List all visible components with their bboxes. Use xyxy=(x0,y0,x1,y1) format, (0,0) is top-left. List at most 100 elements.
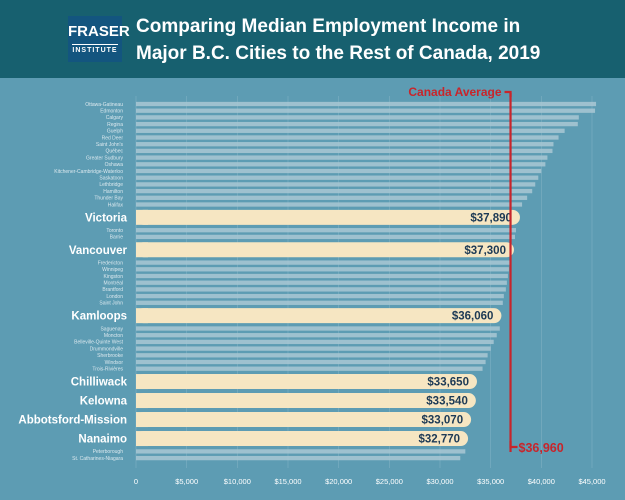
bar-kamloops xyxy=(136,308,502,324)
city-label-belleville-quinte-west: Belleville-Quinte West xyxy=(74,340,123,346)
x-tick-label: $35,000 xyxy=(477,477,504,486)
city-label-peterborough: Peterborough xyxy=(93,449,124,455)
city-label-sherbrooke: Sherbrooke xyxy=(97,353,123,359)
bar-halifax xyxy=(136,202,523,207)
bar-oshawa xyxy=(136,162,546,167)
bar-belleville-quinte-west xyxy=(136,339,494,345)
city-label-ottawa-gatineau: Ottawa-Gatineau xyxy=(85,102,123,108)
city-label-moncton: Moncton xyxy=(104,333,123,339)
city-label-kamloops: Kamloops xyxy=(71,311,127,323)
city-label-saguenay: Saguenay xyxy=(100,326,123,332)
bar-toronto xyxy=(136,228,516,233)
city-label-saint-john: Saint John xyxy=(99,301,123,307)
bar-kelowna xyxy=(136,393,476,409)
city-label-hamilton: Hamilton xyxy=(103,189,123,195)
bar-vancouver xyxy=(136,242,514,258)
bar-saguenay xyxy=(136,326,500,331)
bar-ottawa-gatineau xyxy=(136,101,597,107)
bar-fredericton xyxy=(136,260,511,265)
bar-nanaimo-base xyxy=(136,431,148,447)
value-label-kelowna: $33,540 xyxy=(426,396,468,408)
value-label-kamloops: $36,060 xyxy=(452,311,494,323)
city-label-trois-rivi-res: Trois-Rivières xyxy=(92,367,123,373)
value-label-abbotsford-mission: $33,070 xyxy=(422,415,464,427)
x-tick-label: $20,000 xyxy=(325,477,352,486)
city-label-barrie: Barrie xyxy=(110,235,124,241)
logo-text-fraser: FRASER xyxy=(68,23,130,40)
city-label-edmonton: Edmonton xyxy=(100,109,123,115)
city-label-toronto: Toronto xyxy=(106,228,123,234)
value-label-vancouver: $37,300 xyxy=(464,245,506,257)
city-label-london: London xyxy=(106,294,123,300)
city-label-kelowna: Kelowna xyxy=(80,396,128,408)
bar-trois-rivi-res xyxy=(136,366,483,371)
bar-thunder-bay xyxy=(136,195,528,200)
bar-edmonton xyxy=(136,108,596,113)
canada-average-label: Canada Average xyxy=(408,85,501,99)
city-label-st-catharines-niagara: St. Catharines-Niagara xyxy=(72,456,123,462)
city-label-drummondville: Drummondville xyxy=(90,346,124,352)
bar-drummondville xyxy=(136,346,491,351)
value-label-nanaimo: $32,770 xyxy=(418,434,460,446)
chart-title-line-1: Comparing Median Employment Income in xyxy=(136,16,521,37)
bar-kamloops-base xyxy=(136,308,148,324)
bar-chilliwack xyxy=(136,374,477,390)
city-label-lethbridge: Lethbridge xyxy=(99,182,123,188)
x-tick-label: 0 xyxy=(134,477,138,486)
city-label-guelph: Guelph xyxy=(107,129,123,135)
bar-lethbridge xyxy=(136,182,536,187)
x-tick-label: $10,000 xyxy=(224,477,251,486)
logo-text-institute: INSTITUTE xyxy=(72,44,118,54)
city-label-windsor: Windsor xyxy=(105,360,124,366)
bar-kitchener-cambridge-waterloo xyxy=(136,168,542,174)
city-label-fredericton: Fredericton xyxy=(98,260,124,266)
city-label-thunder-bay: Thunder Bay xyxy=(94,196,123,202)
income-bar-chart: Ottawa-GatineauEdmontonCalgaryReginaGuel… xyxy=(18,85,605,486)
city-label-nanaimo: Nanaimo xyxy=(78,434,127,446)
bar-abbotsford-mission xyxy=(136,412,472,428)
bar-winnipeg xyxy=(136,267,509,272)
city-label-halifax: Halifax xyxy=(108,202,124,208)
city-label-calgary: Calgary xyxy=(106,115,124,121)
x-tick-label: $40,000 xyxy=(528,477,555,486)
bar-moncton xyxy=(136,333,497,338)
bar-peterborough xyxy=(136,449,466,454)
x-tick-label: $25,000 xyxy=(376,477,403,486)
bar-victoria-base xyxy=(136,209,148,225)
x-tick-label: $45,000 xyxy=(578,477,605,486)
city-label-red-deer: Red Deer xyxy=(102,135,124,141)
bar-brantford xyxy=(136,287,506,292)
bar-kingston xyxy=(136,273,508,279)
x-tick-label: $30,000 xyxy=(426,477,453,486)
bar-barrie xyxy=(136,234,515,240)
city-label-kitchener-cambridge-waterloo: Kitchener-Cambridge-Waterloo xyxy=(54,169,123,175)
city-label-greater-sudbury: Greater Sudbury xyxy=(86,155,123,161)
canada-average-line-foot xyxy=(509,441,518,449)
x-tick-label: $15,000 xyxy=(274,477,301,486)
bar-kelowna-base xyxy=(136,393,148,409)
bar-hamilton xyxy=(136,188,533,194)
bar-saint-john-s xyxy=(136,142,554,147)
bar-greater-sudbury xyxy=(136,155,548,160)
city-label-montr-al: Montréal xyxy=(104,281,123,287)
bar-st-catharines-niagara xyxy=(136,455,461,461)
bar-sherbrooke xyxy=(136,353,488,358)
city-label-saint-john-s: Saint John's xyxy=(96,142,124,148)
bar-vancouver-base xyxy=(136,242,148,258)
value-label-chilliwack: $33,650 xyxy=(427,377,469,389)
city-label-oshawa: Oshawa xyxy=(105,162,124,168)
bar-victoria xyxy=(136,209,520,225)
header-banner: FRASER INSTITUTE Comparing Median Employ… xyxy=(0,0,625,78)
bar-abbotsford-mission-base xyxy=(136,412,148,428)
chart-title-line-2: Major B.C. Cities to the Rest of Canada,… xyxy=(136,43,541,64)
bar-saint-john xyxy=(136,300,503,305)
bar-nanaimo xyxy=(136,431,469,447)
value-label-victoria: $37,890 xyxy=(470,212,512,224)
bar-guelph xyxy=(136,128,565,133)
bar-windsor xyxy=(136,359,486,365)
canada-average-line-cap xyxy=(504,90,512,97)
city-label-vancouver: Vancouver xyxy=(69,245,128,257)
city-label-chilliwack: Chilliwack xyxy=(71,377,128,389)
bar-regina xyxy=(136,121,578,127)
